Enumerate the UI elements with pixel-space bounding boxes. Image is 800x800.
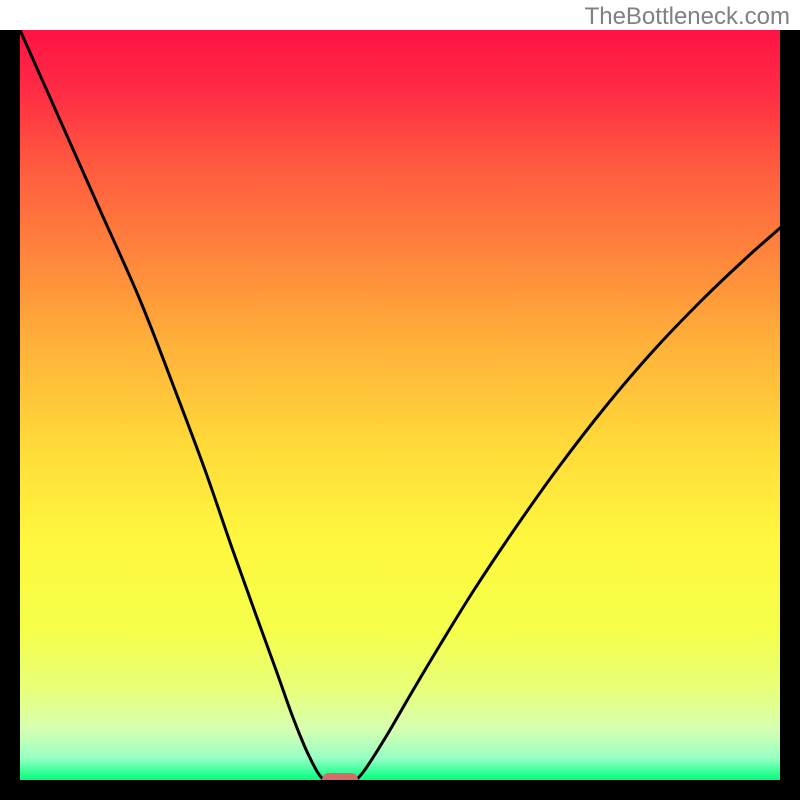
border-right bbox=[780, 30, 800, 800]
border-bottom bbox=[0, 780, 800, 800]
chart-container: TheBottleneck.com bbox=[0, 0, 800, 800]
watermark-text: TheBottleneck.com bbox=[585, 3, 790, 30]
border-left bbox=[0, 30, 20, 800]
bottleneck-chart: TheBottleneck.com bbox=[0, 0, 800, 800]
plot-background bbox=[20, 30, 780, 780]
